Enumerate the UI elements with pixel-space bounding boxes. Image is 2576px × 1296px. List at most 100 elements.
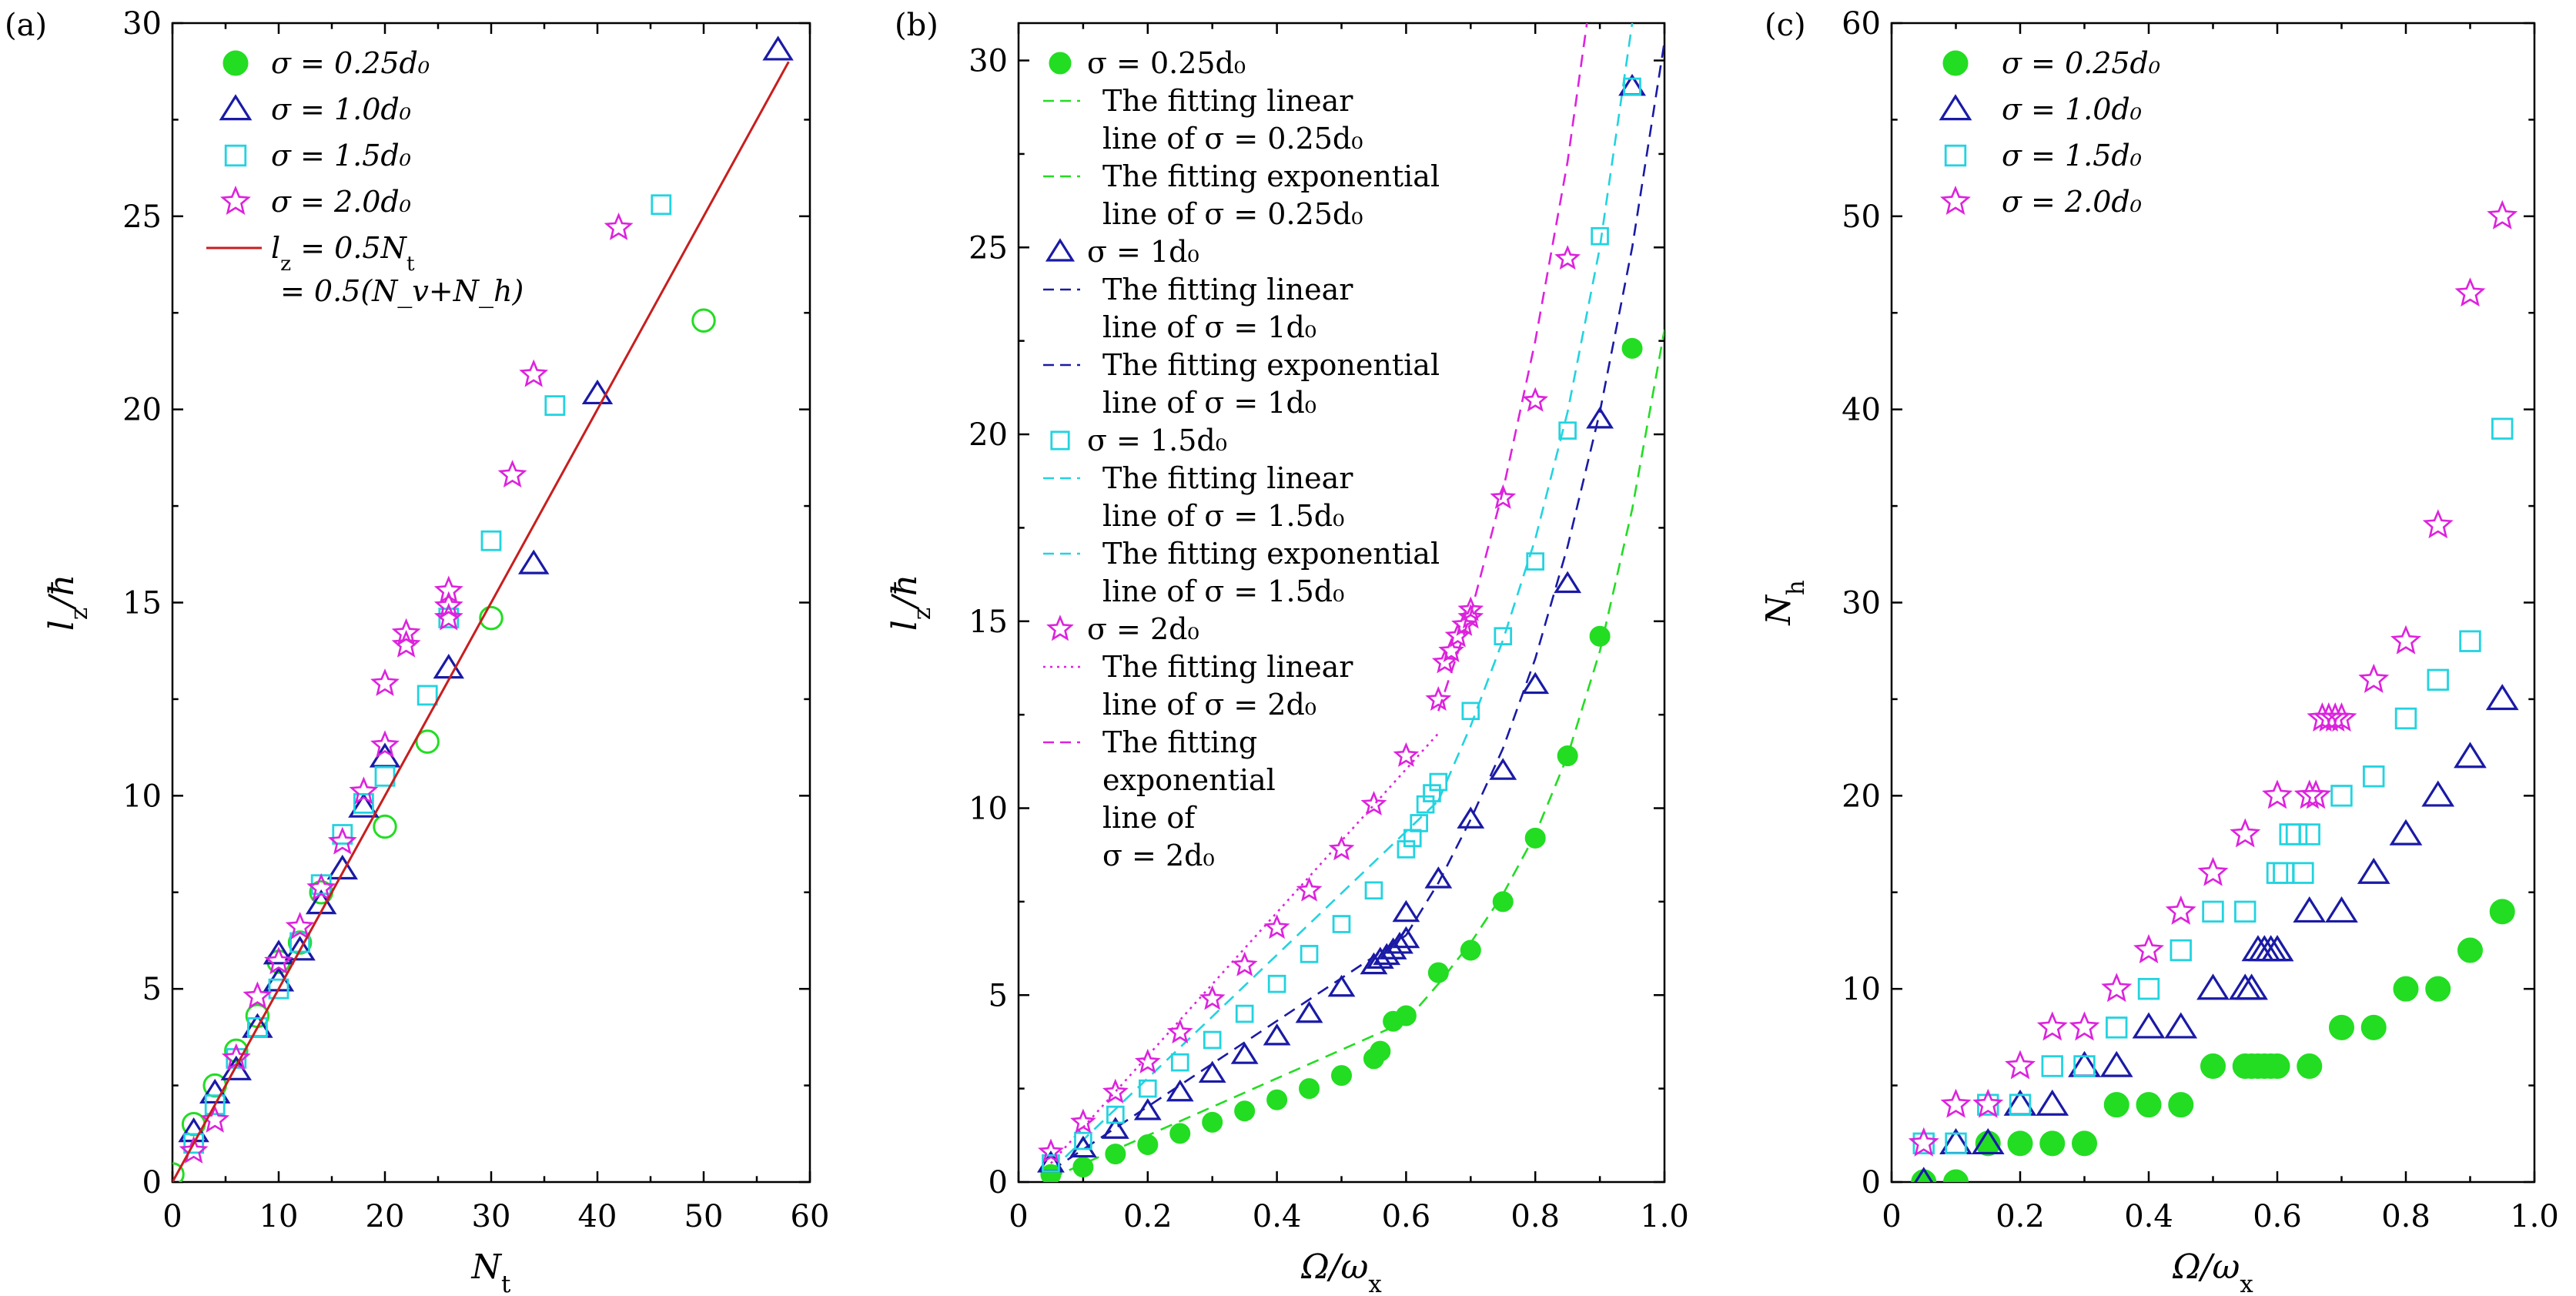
data-point <box>1397 840 1416 859</box>
data-point <box>1199 985 1226 1010</box>
legend-label: line of σ = 0.25d₀ <box>1102 122 1363 156</box>
data-point <box>1914 1167 1934 1182</box>
legend-marker <box>1942 50 1969 76</box>
data-point <box>1266 1089 1288 1110</box>
data-point <box>1554 571 1582 594</box>
legend-marker <box>1944 144 1967 167</box>
subscript: z <box>908 608 936 620</box>
data-point <box>1069 1135 1097 1158</box>
legend-marker <box>224 144 247 167</box>
data-point <box>1945 1132 1967 1155</box>
data-point <box>2164 1012 2198 1039</box>
y-tick-label: 20 <box>1842 779 1881 814</box>
data-point <box>2170 939 2192 962</box>
legend-marker <box>1939 94 1972 121</box>
data-point <box>1395 1005 1417 1026</box>
text-run: /ħ <box>885 574 925 611</box>
data-point <box>2235 973 2268 1000</box>
data-point <box>1379 937 1407 959</box>
data-point <box>1461 702 1480 721</box>
y-tick-label: 30 <box>1842 586 1881 621</box>
data-point <box>1425 685 1452 712</box>
data-point <box>1623 77 1641 96</box>
legend-label: line of σ = 1d₀ <box>1102 310 1316 344</box>
data-point <box>353 792 374 814</box>
x-tick-label: 0.4 <box>1253 1199 1302 1234</box>
data-point <box>2197 856 2229 886</box>
data-point <box>1235 1004 1254 1023</box>
data-point <box>2039 1130 2066 1157</box>
data-point <box>581 379 614 405</box>
data-point <box>1169 1123 1191 1144</box>
legend: σ = 0.25d₀ σ = 1.0d₀ σ = 1.5d₀ σ = 2.0d₀ lz … <box>206 46 524 309</box>
text-run: l <box>885 620 925 631</box>
plot-frame <box>1890 22 2536 1184</box>
legend-label: The fitting linear <box>1102 650 1353 684</box>
legend-marker <box>1049 52 1072 75</box>
data-point <box>544 395 566 417</box>
data-point <box>1438 637 1464 662</box>
data-point <box>285 912 315 939</box>
data-point <box>1040 1164 1062 1182</box>
data-point <box>370 668 400 696</box>
data-point <box>327 826 357 855</box>
data-point <box>2041 1055 2063 1077</box>
legend-label: The fitting linear <box>1102 84 1353 118</box>
text-run: N <box>1759 594 1798 626</box>
data-point <box>348 792 380 818</box>
data-point <box>2103 1092 2129 1118</box>
data-point <box>373 814 397 839</box>
x-axis-label: Ω/ωx <box>2172 1247 2253 1296</box>
data-point <box>417 685 438 706</box>
legend-label: The fitting linear <box>1102 273 1353 306</box>
legend-label: line of σ = 2d₀ <box>1102 688 1316 722</box>
x-tick-label: 60 <box>791 1199 830 1234</box>
data-point <box>2273 862 2295 884</box>
data-point <box>2165 895 2196 925</box>
legend: σ = 0.25d₀ The fitting linear line of σ = … <box>1043 46 1440 872</box>
data-point <box>2292 862 2314 884</box>
data-point <box>1494 627 1513 645</box>
data-point <box>1074 1131 1092 1150</box>
data-point <box>1526 552 1545 571</box>
data-point <box>1490 484 1517 509</box>
subscript: h <box>1782 580 1810 595</box>
data-point <box>517 549 550 574</box>
data-point <box>200 1104 230 1133</box>
data-point <box>519 359 549 387</box>
data-point <box>2422 509 2454 539</box>
y-tick-label: 40 <box>1842 393 1881 428</box>
data-point <box>762 35 794 61</box>
data-point <box>1416 795 1435 814</box>
panel-label-a: (a) <box>5 8 47 43</box>
legend-marker <box>220 186 251 215</box>
legend-label: σ = 2.0d₀ <box>2002 185 2142 219</box>
legend-label: σ = 1.5d₀ <box>1087 424 1227 457</box>
legend-label: σ = 0.25d₀ <box>271 46 430 80</box>
text-run: l <box>42 620 82 631</box>
data-point <box>1198 1060 1226 1083</box>
y-axis-label: Nh <box>1759 580 1810 625</box>
data-point <box>2264 1053 2290 1079</box>
data-point <box>1393 742 1420 767</box>
fit-line-linear <box>1050 1020 1407 1180</box>
y-tick-label: 20 <box>969 417 1008 453</box>
x-tick-label: 0.8 <box>1510 1199 1560 1234</box>
fit-line-exponential <box>1405 42 1664 936</box>
x-tick-label: 0 <box>162 1199 182 1234</box>
data-point <box>2487 199 2518 229</box>
data-point <box>2491 417 2514 440</box>
data-point <box>2360 1014 2387 1040</box>
data-point <box>2325 896 2358 923</box>
data-point <box>415 729 440 754</box>
data-point <box>1554 245 1581 270</box>
data-point <box>1489 758 1517 780</box>
data-point <box>2234 900 2257 923</box>
legend-label: line of <box>1102 801 1197 835</box>
data-point <box>2427 668 2449 692</box>
data-point <box>1332 915 1351 933</box>
data-point <box>2389 819 2423 846</box>
subscript: z <box>280 252 291 276</box>
data-point <box>332 824 353 845</box>
